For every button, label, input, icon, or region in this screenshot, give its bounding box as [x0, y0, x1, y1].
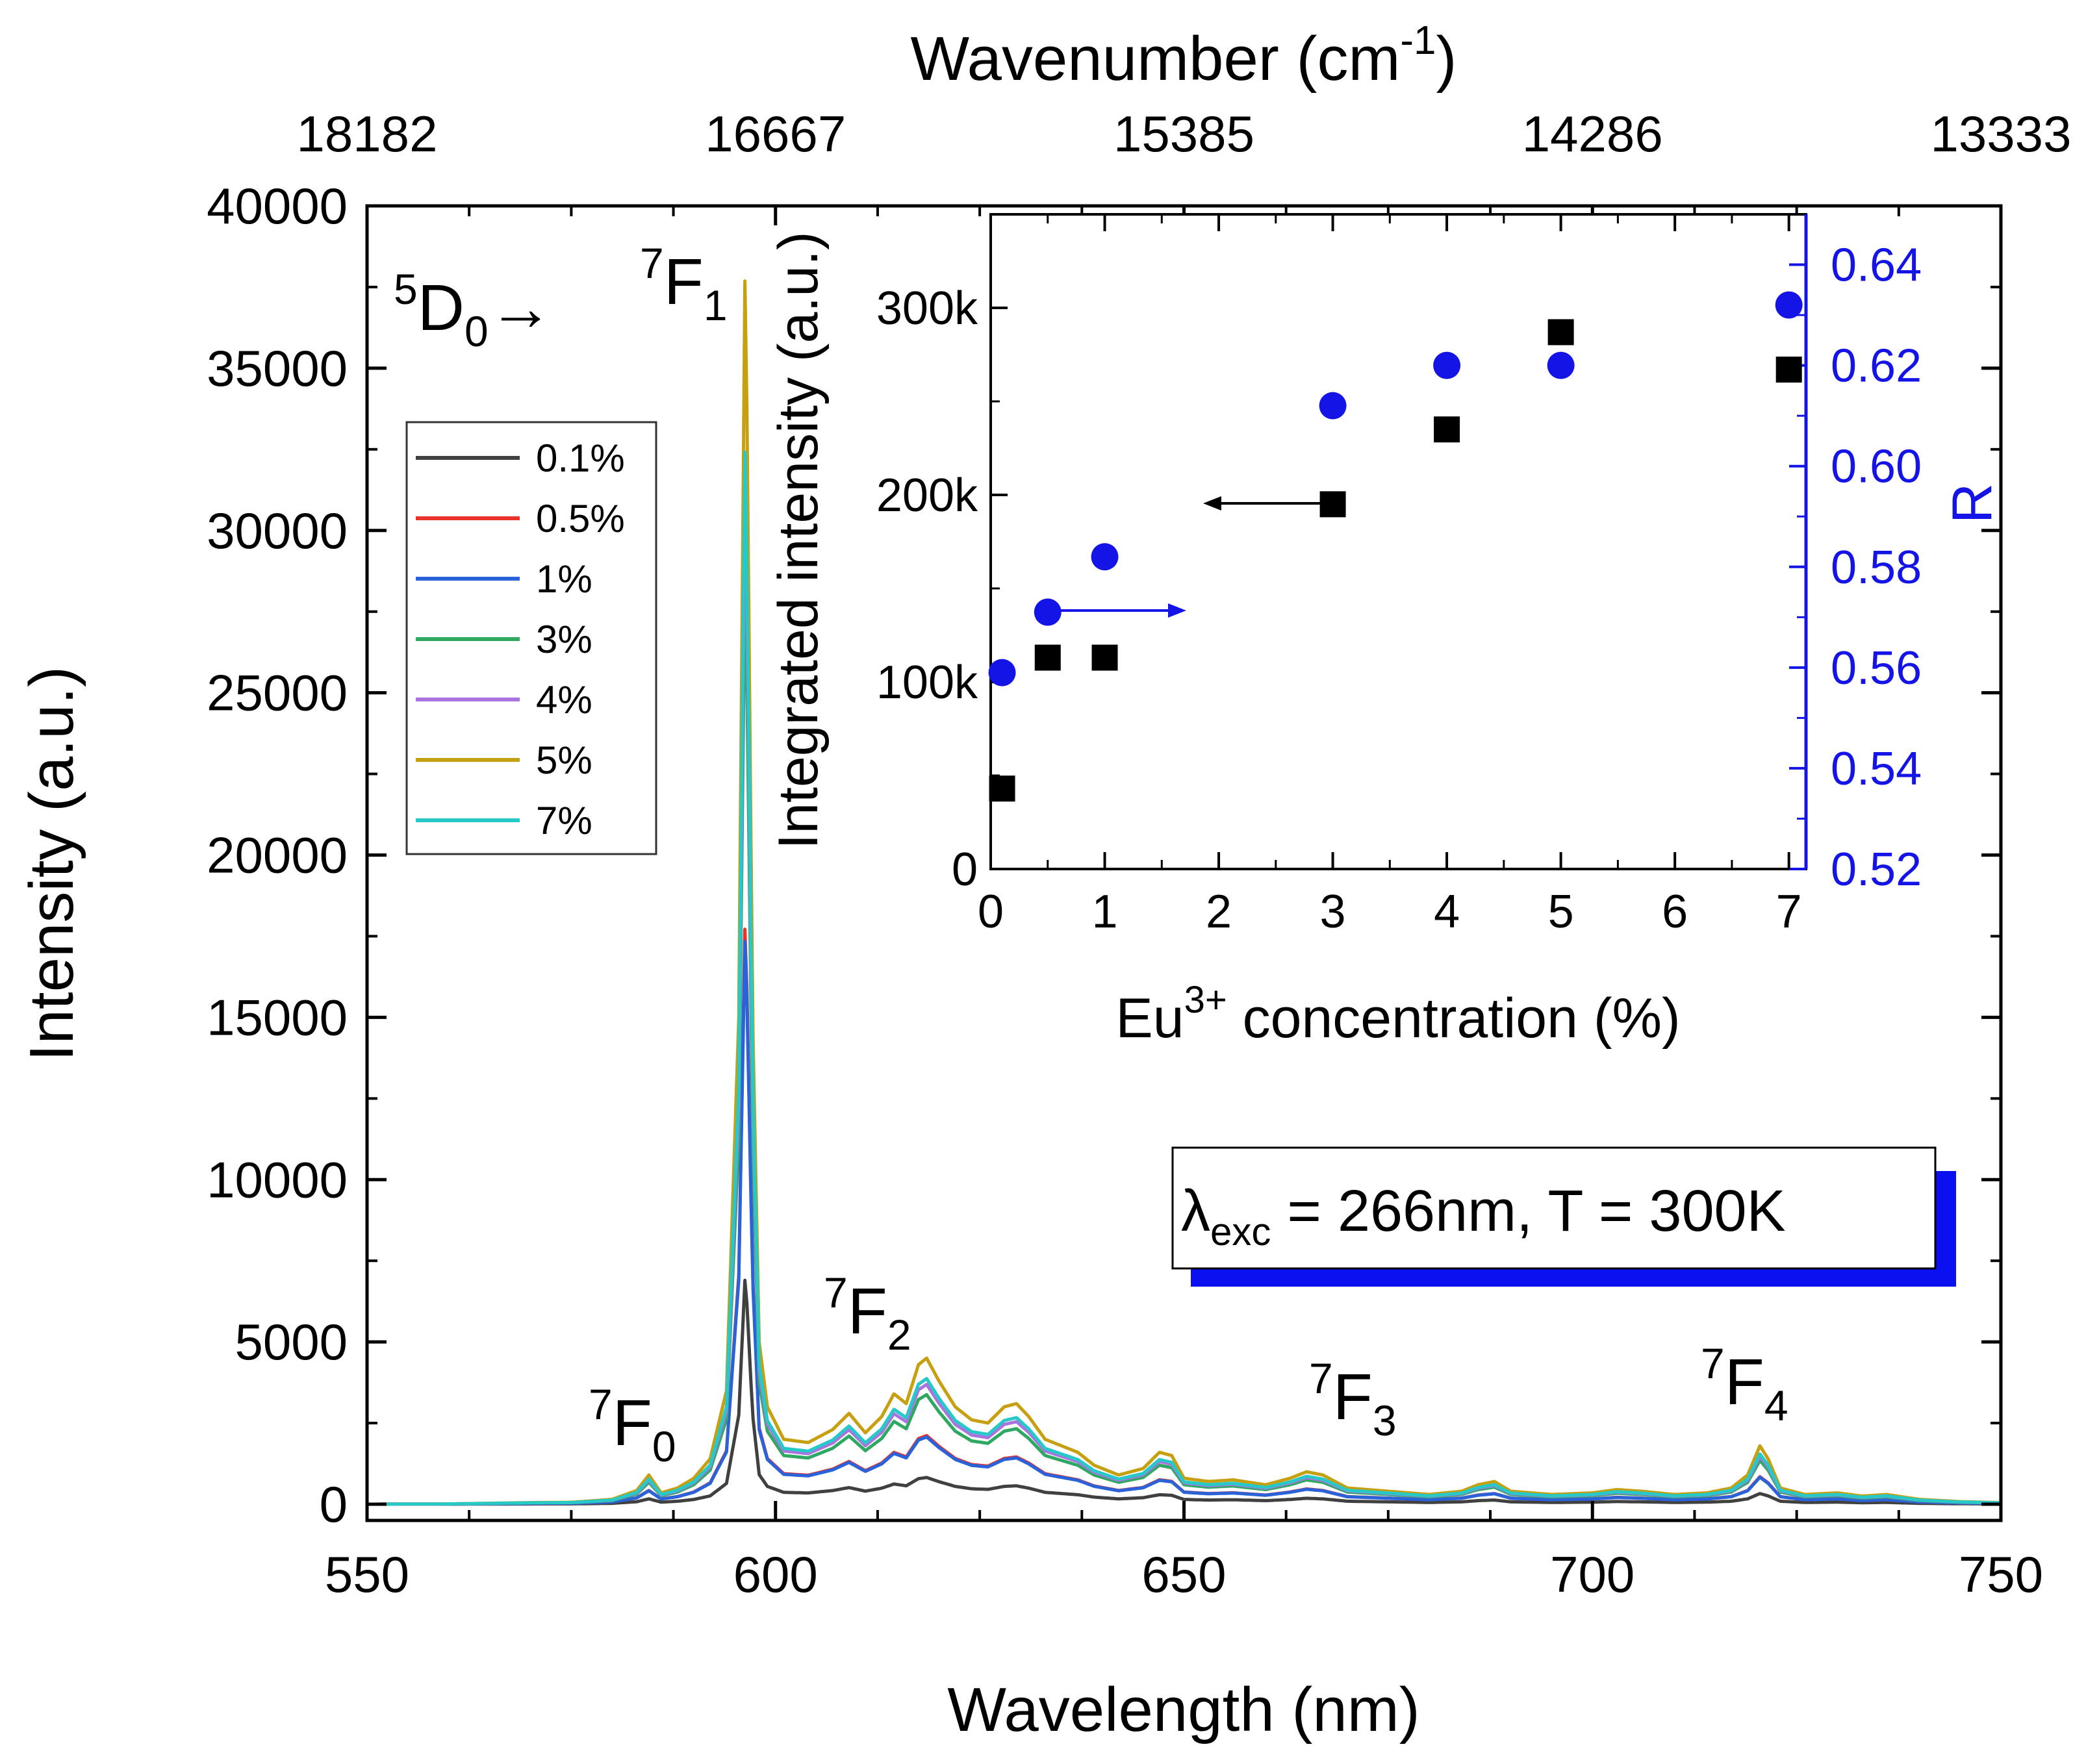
annotation-5d0-arrow: 5D0→ [394, 265, 553, 355]
y-tick-label: 20000 [207, 827, 348, 884]
inset-x-tick-label: 7 [1776, 886, 1802, 938]
condition-text: λexc = 266nm, T = 300K [1181, 1179, 1786, 1254]
y-tick-labels: 0 5000 10000 15000 20000 25000 30000 35000 40000 [207, 177, 348, 1533]
inset-data-points [988, 291, 1803, 802]
right-axis-arrow-head [1168, 603, 1186, 618]
inset-y-tick-labels: 0 100k 200k 300k [876, 283, 978, 896]
legend: 0.1% 0.5% 1% 3% 4% 5% 7% [405, 421, 657, 855]
r-ratio-point [1091, 543, 1119, 571]
y-tick-label: 5000 [235, 1313, 348, 1370]
legend-label: 5% [536, 738, 592, 782]
main-axis-ticks [365, 204, 2003, 1520]
legend-items: 0.1% 0.5% 1% 3% 4% 5% 7% [416, 436, 625, 842]
y-tick-label: 25000 [207, 664, 348, 722]
inset-y-tick-label: 0 [952, 844, 978, 896]
x-tick-label: 550 [325, 1546, 409, 1603]
inset-x-tick-label: 5 [1548, 886, 1574, 938]
series-line-0-1pct [367, 1278, 2002, 1506]
annotation-7f3: 7F3 [1309, 1354, 1397, 1444]
inset-background [991, 214, 1806, 869]
r-ratio-point [988, 659, 1016, 687]
inset-y-tick-label: 100k [876, 657, 978, 709]
legend-label: 7% [536, 799, 592, 842]
annotation-7f4: 7F4 [1701, 1339, 1788, 1430]
inset-x-tick-label: 1 [1092, 886, 1118, 938]
legend-label: 0.5% [536, 497, 625, 540]
inset-y2-tick-label: 0.62 [1831, 340, 1922, 392]
inset-y2-tick-label: 0.52 [1831, 844, 1922, 896]
annotation-7f0: 7F0 [589, 1380, 676, 1470]
legend-label: 3% [536, 618, 592, 661]
y-tick-label: 30000 [207, 502, 348, 559]
x-tick-label: 650 [1141, 1546, 1226, 1603]
integrated-intensity-point [989, 775, 1015, 802]
legend-label: 1% [536, 557, 592, 601]
top-x-tick-label: 16667 [705, 105, 846, 162]
y-axis-title: Intensity (a.u.) [17, 666, 86, 1061]
series-line-5pct [367, 279, 2002, 1506]
x-tick-label: 750 [1959, 1546, 2043, 1603]
x-tick-labels: 550 600 650 700 750 [325, 1546, 2043, 1603]
inset-y-tick-label: 200k [876, 470, 978, 522]
inset-x-tick-label: 6 [1662, 886, 1688, 938]
series-line-7pct [367, 450, 2002, 1506]
integrated-intensity-point [1434, 416, 1460, 443]
top-x-tick-labels: 18182 16667 15385 14286 13333 [297, 105, 2072, 162]
inset-x-tick-label: 2 [1206, 886, 1232, 938]
annotation-7f2: 7F2 [824, 1268, 911, 1359]
r-ratio-point [1034, 598, 1062, 626]
r-ratio-point [1319, 392, 1347, 420]
inset-x-axis-title: Eu3+ concentration (%) [1115, 979, 1680, 1050]
inset-x-tick-label: 0 [978, 886, 1004, 938]
inset-y2-tick-label: 0.60 [1831, 441, 1922, 493]
top-x-tick-label: 13333 [1931, 105, 2072, 162]
inset-y2-tick-labels: 0.52 0.54 0.56 0.58 0.60 0.62 0.64 [1831, 240, 1922, 896]
inset-x-tick-labels: 0 1 2 3 4 5 6 7 [978, 886, 1802, 938]
left-axis-arrow-head [1203, 496, 1221, 510]
legend-label: 0.1% [536, 436, 625, 480]
integrated-intensity-point [1547, 319, 1574, 346]
inset-x-tick-label: 4 [1434, 886, 1460, 938]
annotation-7f1: 7F1 [640, 239, 728, 329]
top-x-tick-label: 14286 [1522, 105, 1663, 162]
inset-y-tick-label: 300k [876, 283, 978, 334]
transition-annotations: 5D0→ 7F1 7F0 7F2 7F3 7F4 [394, 239, 1788, 1470]
inset-y2-tick-label: 0.56 [1831, 642, 1922, 694]
condition-box: λexc = 266nm, T = 300K [1171, 1146, 1956, 1287]
y-tick-label: 40000 [207, 177, 348, 234]
x-tick-label: 700 [1550, 1546, 1635, 1603]
y-tick-label: 0 [320, 1476, 348, 1533]
top-x-tick-label: 15385 [1113, 105, 1254, 162]
integrated-intensity-point [1775, 357, 1802, 383]
inset-y2-tick-label: 0.64 [1831, 240, 1922, 292]
inset-y2-tick-label: 0.58 [1831, 542, 1922, 594]
x-tick-label: 600 [733, 1546, 818, 1603]
inset-axis-ticks [989, 214, 1806, 870]
x-axis-title: Wavelength (nm) [947, 1675, 1419, 1745]
main-plot: 0 5000 10000 15000 20000 25000 30000 35000 40000… [17, 18, 2071, 1745]
spectra-series-group [367, 279, 2002, 1506]
top-x-tick-label: 18182 [297, 105, 438, 162]
legend-label: 4% [536, 678, 592, 722]
inset-y-axis-title: Integrated intensity (a.u.) [767, 231, 830, 849]
r-ratio-point [1775, 291, 1803, 319]
condition-box-frame [1171, 1146, 1937, 1270]
inset-y2-tick-label: 0.54 [1831, 743, 1922, 795]
top-x-axis-title: Wavenumber (cm-1) [910, 18, 1457, 94]
inset-y2-axis-title: R [1941, 483, 2004, 523]
r-ratio-point [1433, 351, 1461, 379]
y-tick-label: 10000 [207, 1151, 348, 1208]
integrated-intensity-point [1034, 644, 1061, 671]
r-ratio-point [1547, 351, 1575, 379]
y-tick-label: 15000 [207, 989, 348, 1046]
inset-x-tick-label: 3 [1320, 886, 1346, 938]
series-line-1pct [367, 940, 2002, 1506]
integrated-intensity-point [1091, 644, 1118, 671]
y-tick-label: 35000 [207, 340, 348, 397]
